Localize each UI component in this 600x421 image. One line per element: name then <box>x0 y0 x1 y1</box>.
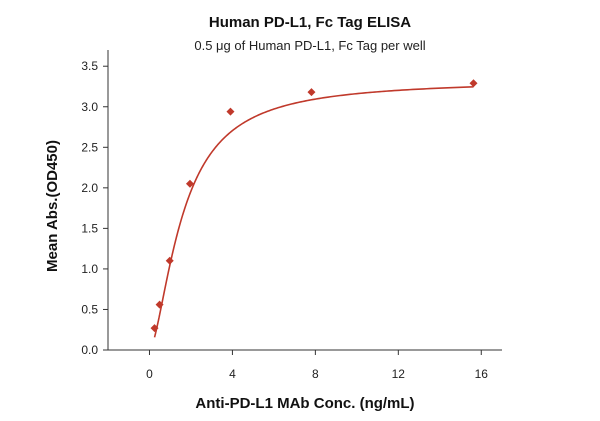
axes <box>107 50 502 351</box>
data-point-diamond <box>226 107 235 116</box>
chart-title: Human PD-L1, Fc Tag ELISA <box>209 14 411 31</box>
data-points <box>150 79 478 333</box>
data-point-diamond <box>150 324 159 333</box>
y-tick-label: 0.5 <box>81 302 98 316</box>
x-tick-label: 16 <box>475 367 489 381</box>
y-tick-label: 0.0 <box>81 343 98 357</box>
y-ticks: 0.0 0.5 1.0 1.5 2.0 2.5 3.0 3.5 <box>81 59 108 357</box>
x-tick-label: 4 <box>229 367 236 381</box>
y-tick-label: 3.5 <box>81 59 98 73</box>
x-ticks: 0 4 8 12 16 <box>146 350 488 381</box>
x-tick-label: 8 <box>312 367 319 381</box>
y-tick-label: 2.5 <box>81 140 98 154</box>
data-point-diamond <box>469 79 478 88</box>
x-tick-label: 0 <box>146 367 153 381</box>
fit-curve-line <box>153 86 474 338</box>
data-point-diamond <box>165 256 174 265</box>
y-tick-label: 2.0 <box>81 181 98 195</box>
data-point-diamond <box>155 300 164 309</box>
data-point-diamond <box>185 179 194 188</box>
y-axis-label: Mean Abs.(OD450) <box>44 140 61 272</box>
y-tick-label: 3.0 <box>81 100 98 114</box>
data-point-diamond <box>307 88 316 97</box>
y-tick-label: 1.5 <box>81 221 98 235</box>
x-axis-label: Anti-PD-L1 MAb Conc. (ng/mL) <box>195 395 414 412</box>
y-tick-label: 1.0 <box>81 262 98 276</box>
x-tick-label: 12 <box>392 367 406 381</box>
chart-subtitle: 0.5 μg of Human PD-L1, Fc Tag per well <box>194 38 425 53</box>
